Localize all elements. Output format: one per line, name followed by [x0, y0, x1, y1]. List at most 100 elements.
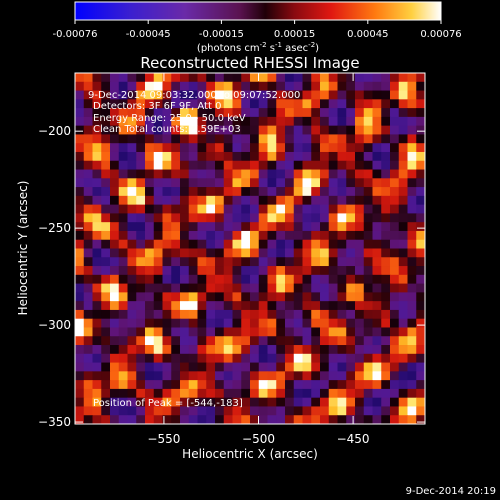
- heatmap-cell: [215, 108, 225, 118]
- heatmap-cell: [197, 397, 207, 407]
- heatmap-cell: [127, 283, 137, 293]
- heatmap-cell: [250, 362, 260, 372]
- heatmap-cell: [223, 327, 233, 337]
- heatmap-cell: [232, 143, 242, 153]
- heatmap-cell: [75, 283, 85, 293]
- heatmap-cell: [250, 274, 260, 285]
- heatmap-cell: [285, 160, 295, 170]
- heatmap-cell: [276, 415, 286, 425]
- heatmap-cell: [337, 388, 347, 399]
- heatmap-cell: [101, 388, 111, 399]
- heatmap-cell: [188, 160, 198, 170]
- heatmap-cell: [188, 345, 198, 355]
- heatmap-cell: [153, 222, 163, 232]
- heatmap-cell: [197, 151, 207, 162]
- heatmap-cell: [346, 116, 356, 127]
- heatmap-cell: [250, 125, 260, 135]
- heatmap-cell: [180, 108, 190, 118]
- chart-title: Reconstructed RHESSI Image: [140, 54, 359, 72]
- heatmap-cell: [188, 213, 198, 223]
- heatmap-cell: [398, 283, 408, 293]
- heatmap-cell: [258, 178, 268, 188]
- heatmap-cell: [355, 362, 365, 372]
- heatmap-cell: [311, 230, 321, 241]
- heatmap-cell: [241, 415, 251, 425]
- heatmap-cell: [162, 362, 172, 372]
- heatmap-cell: [75, 415, 85, 425]
- heatmap-cell: [110, 362, 120, 372]
- heatmap-cell: [110, 213, 120, 223]
- heatmap-cell: [118, 99, 128, 109]
- heatmap-cell: [136, 108, 146, 118]
- heatmap-cell: [381, 187, 391, 197]
- heatmap-cell: [390, 81, 400, 91]
- heatmap-cell: [337, 371, 347, 381]
- heatmap-cell: [258, 90, 268, 100]
- heatmap-cell: [232, 151, 242, 162]
- heatmap-cell: [390, 274, 400, 285]
- heatmap-cell: [197, 169, 207, 179]
- heatmap-cell: [311, 266, 321, 276]
- heatmap-cell: [258, 81, 268, 91]
- heatmap-cell: [416, 116, 426, 127]
- heatmap-cell: [320, 213, 330, 223]
- heatmap-cell: [276, 116, 286, 127]
- heatmap-cell: [127, 380, 137, 390]
- heatmap-cell: [302, 230, 312, 241]
- heatmap-cell: [127, 266, 137, 276]
- heatmap-cell: [285, 327, 295, 337]
- heatmap-cell: [145, 73, 155, 83]
- heatmap-cell: [381, 266, 391, 276]
- heatmap-cell: [328, 415, 338, 425]
- heatmap-cell: [407, 266, 417, 276]
- heatmap-cell: [180, 178, 190, 188]
- heatmap-cell: [372, 336, 382, 346]
- heatmap-cell: [171, 345, 181, 355]
- heatmap-cell: [162, 353, 172, 363]
- heatmap-cell: [346, 415, 356, 425]
- heatmap-cell: [311, 160, 321, 170]
- colorbar-label-exponent: -1: [275, 41, 282, 49]
- heatmap-cell: [92, 116, 102, 127]
- heatmap-cell: [171, 151, 181, 162]
- heatmap-cell: [267, 187, 277, 197]
- heatmap-cell: [188, 230, 198, 241]
- colorbar-tick-label: -0.00045: [126, 29, 171, 40]
- heatmap-cell: [381, 353, 391, 363]
- heatmap-cell: [110, 81, 120, 91]
- heatmap-cell: [337, 327, 347, 337]
- heatmap-cell: [293, 239, 303, 249]
- heatmap-cell: [407, 380, 417, 390]
- heatmap-cell: [118, 380, 128, 390]
- heatmap-cell: [285, 151, 295, 162]
- heatmap-cell: [390, 336, 400, 346]
- heatmap-cell: [346, 380, 356, 390]
- colorbar-label-part: ): [315, 43, 319, 54]
- heatmap-cell: [136, 73, 146, 83]
- heatmap-cell: [83, 301, 93, 311]
- heatmap-cell: [136, 309, 146, 320]
- heatmap-cell: [372, 362, 382, 372]
- heatmap-cell: [276, 397, 286, 407]
- heatmap-cell: [416, 415, 426, 425]
- heatmap-cell: [136, 380, 146, 390]
- heatmap-cell: [127, 195, 137, 206]
- heatmap-cell: [197, 187, 207, 197]
- heatmap-cell: [118, 125, 128, 135]
- heatmap-cell: [223, 125, 233, 135]
- heatmap-cell: [258, 116, 268, 127]
- heatmap-cell: [145, 371, 155, 381]
- heatmap-cell: [355, 388, 365, 399]
- heatmap-cell: [188, 151, 198, 162]
- heatmap-cell: [276, 327, 286, 337]
- heatmap-cell: [83, 73, 93, 83]
- heatmap-cell: [363, 362, 373, 372]
- heatmap-cell: [206, 336, 216, 346]
- heatmap-cell: [320, 388, 330, 399]
- heatmap-cell: [197, 388, 207, 399]
- heatmap-cell: [92, 151, 102, 162]
- y-tick-label: −250: [38, 221, 71, 235]
- heatmap-cell: [171, 160, 181, 170]
- heatmap-cell: [328, 169, 338, 179]
- heatmap-cell: [293, 380, 303, 390]
